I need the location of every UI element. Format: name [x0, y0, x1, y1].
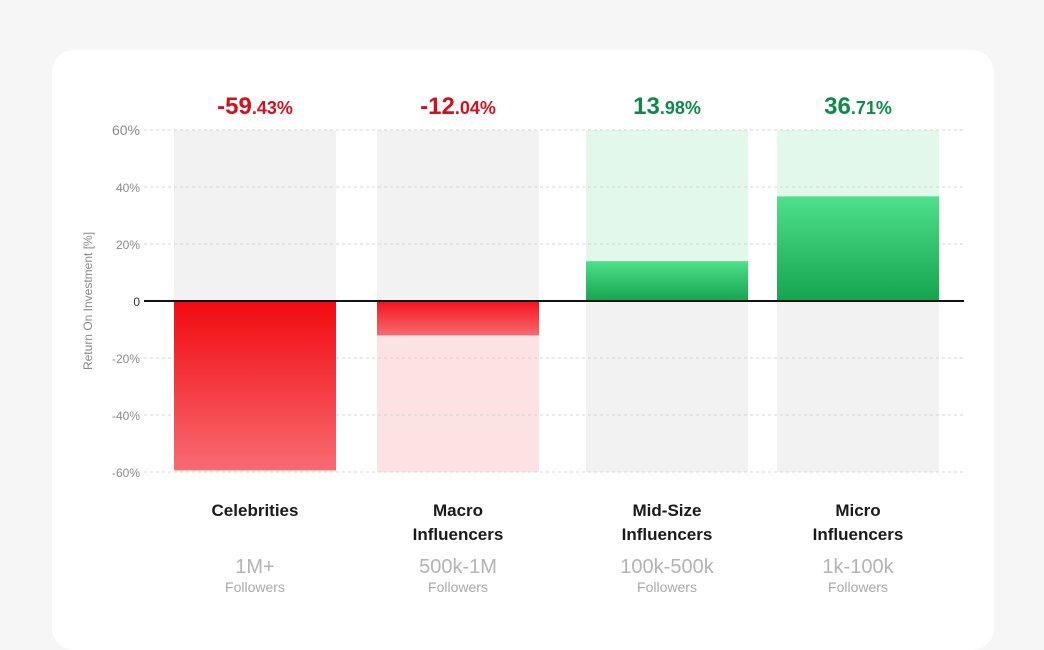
follower-range-label: 500k-1M: [419, 556, 497, 578]
y-axis-title: Return On Investment [%]: [81, 232, 95, 370]
bar: [777, 196, 939, 301]
bar-background-upper: [174, 130, 336, 301]
roi-bar-chart: 60% 40% 20% 0 -20% -40% -60% Return On Investme…: [81, 93, 964, 595]
y-tick-label: -20%: [112, 352, 140, 366]
category-label: Mid-Size: [633, 501, 702, 520]
bar-background-upper: [377, 130, 539, 301]
follower-range-label: 100k-500k: [620, 556, 714, 578]
y-tick-label: -40%: [112, 409, 140, 423]
category-label: Influencers: [413, 525, 504, 544]
bar-background-lower: [777, 301, 939, 472]
value-label: 13.98%: [633, 93, 701, 120]
category-label: Influencers: [622, 525, 713, 544]
category-label: Micro: [835, 501, 880, 520]
value-label: -59.43%: [217, 93, 293, 120]
followers-label: Followers: [428, 579, 488, 595]
followers-label: Followers: [637, 579, 697, 595]
value-label: 36.71%: [824, 93, 892, 120]
y-tick-label: 60%: [112, 122, 140, 138]
follower-range-label: 1M+: [235, 556, 274, 578]
chart-card: 60% 40% 20% 0 -20% -40% -60% Return On Investme…: [52, 50, 994, 650]
category-label: Celebrities: [212, 501, 299, 520]
y-tick-label: 40%: [116, 181, 140, 195]
follower-range-label: 1k-100k: [822, 556, 894, 578]
bar-background-lower: [586, 301, 748, 472]
bar: [174, 301, 336, 471]
followers-label: Followers: [225, 579, 285, 595]
y-tick-label: 20%: [116, 238, 140, 252]
y-tick-label: 0: [133, 295, 140, 309]
value-label: -12.04%: [420, 93, 496, 120]
bar: [586, 261, 748, 301]
followers-label: Followers: [828, 579, 888, 595]
y-tick-label: -60%: [112, 466, 140, 480]
bar: [377, 301, 539, 336]
category-label: Influencers: [813, 525, 904, 544]
category-label: Macro: [433, 501, 483, 520]
